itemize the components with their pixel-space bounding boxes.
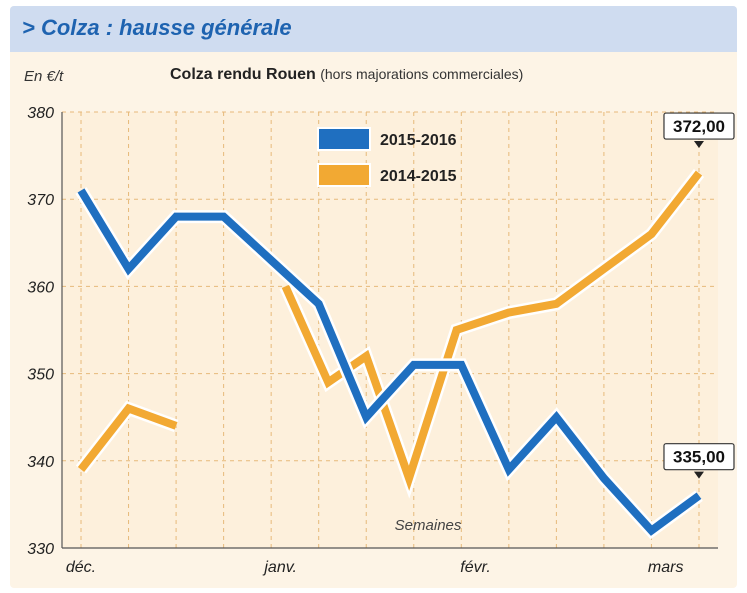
legend-swatch [317, 127, 371, 151]
chart-title: Colza rendu Rouen (hors majorations comm… [170, 66, 523, 84]
y-tick-label: 360 [27, 279, 54, 296]
series-line-20142015 [77, 403, 178, 472]
x-tick-label: mars [648, 559, 684, 576]
end-value-callout-box [663, 112, 735, 140]
x-tick-label: janv. [262, 559, 297, 576]
y-tick-label: 350 [27, 367, 54, 384]
chart-title-main: Colza rendu Rouen [170, 66, 316, 83]
end-value-callout-pointer [693, 471, 704, 479]
end-value-label: 335,00 [673, 448, 725, 467]
end-value-label: 372,00 [673, 117, 725, 136]
y-axis-unit: En €/t [24, 68, 64, 85]
y-tick-label: 330 [27, 541, 54, 558]
title-bar [10, 6, 737, 52]
legend-label: 2015-2016 [380, 132, 457, 149]
chart-title-note: (hors majorations commerciales) [320, 66, 524, 82]
chart-header-title: > Colza : hausse générale [22, 15, 292, 40]
legend-swatch [317, 163, 371, 187]
y-tick-label: 380 [27, 105, 54, 122]
x-tick-label: déc. [66, 559, 96, 576]
series-line-20152016 [77, 188, 702, 536]
end-value-callout-box [663, 443, 735, 471]
legend-label: 2014-2015 [380, 168, 457, 185]
y-tick-label: 340 [27, 454, 54, 471]
y-tick-label: 370 [27, 192, 54, 209]
x-axis-annotation: Semaines [395, 517, 462, 534]
end-value-callout-pointer [693, 141, 704, 149]
x-tick-label: févr. [460, 559, 491, 576]
